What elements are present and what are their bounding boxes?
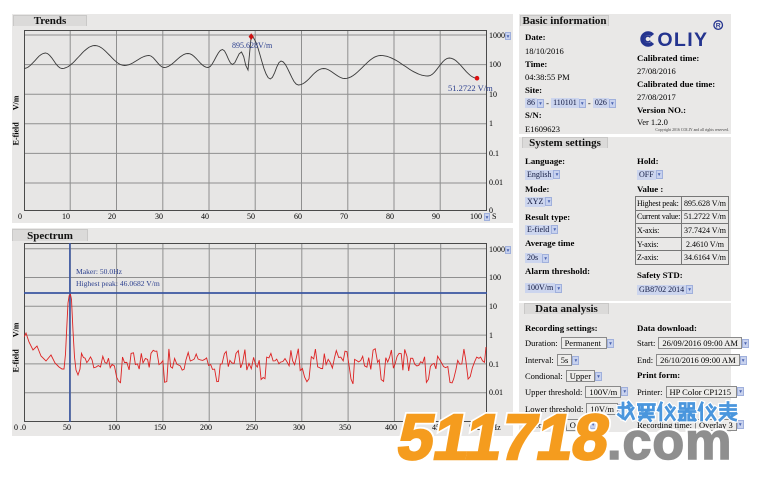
svg-text:OLIY: OLIY (657, 29, 708, 50)
svg-text:R: R (716, 23, 721, 30)
svg-text:Copyright 2016 COLIY and all r: Copyright 2016 COLIY and all rights rese… (655, 128, 729, 132)
